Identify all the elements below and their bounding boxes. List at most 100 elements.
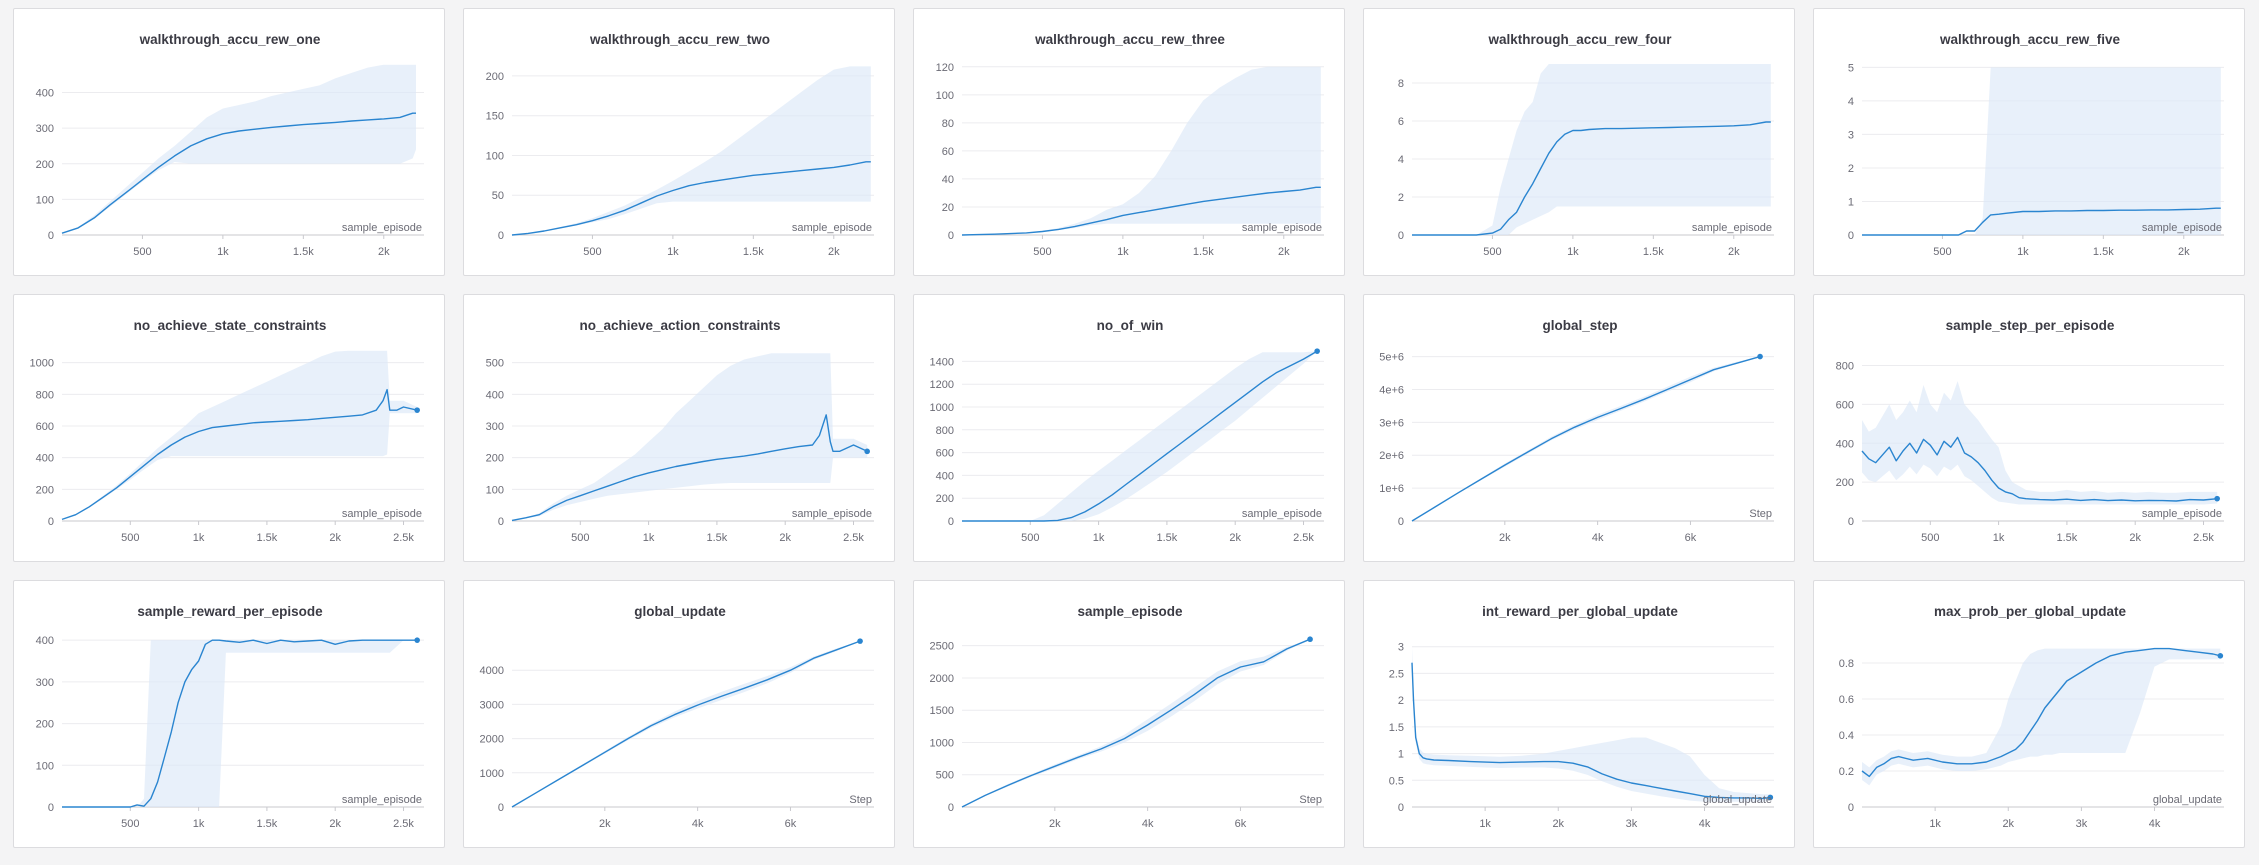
panel-no-of-win[interactable]: no_of_win 0 200 400 600 800 1000 1200 1400 500 1k 1… (913, 294, 1345, 562)
chart-title: global_step (1542, 318, 1617, 333)
panel-walkthrough-accu-rew-four[interactable]: walkthrough_accu_rew_four 0 2 4 6 8 500 1k 1.5k 2… (1363, 8, 1795, 276)
panel-walkthrough-accu-rew-five[interactable]: walkthrough_accu_rew_five 0 1 2 3 4 5 500 1k 1.5k… (1813, 8, 2245, 276)
series-end-point (1314, 348, 1320, 354)
confidence-band (962, 639, 1311, 807)
x-tick-label: 1k (193, 532, 205, 544)
y-tick-label: 4e+6 (1379, 384, 1404, 396)
x-tick-label: 2k (2129, 532, 2141, 544)
x-tick-label: 2k (599, 818, 611, 830)
chart-sample-reward-per-episode: sample_reward_per_episode 0 100 200 300 400 50… (36, 604, 424, 830)
y-tick-label: 200 (486, 453, 504, 465)
panel-global-step[interactable]: global_step 0 1e+6 2e+6 3e+6 4e+6 5e+6 2k 4k 6k St… (1363, 294, 1795, 562)
panel-sample-step-per-episode[interactable]: sample_step_per_episode 0 200 400 600 800 500 1… (1813, 294, 2245, 562)
y-tick-label: 0 (48, 802, 54, 814)
x-tick-label: 500 (583, 246, 601, 258)
x-tick-label: 500 (133, 246, 151, 258)
y-tick-label: 4 (1848, 96, 1854, 108)
panel-walkthrough-accu-rew-one[interactable]: walkthrough_accu_rew_one 0 100 200 300 400 500… (13, 8, 445, 276)
y-tick-label: 5 (1848, 62, 1854, 74)
y-tick-label: 60 (942, 146, 954, 158)
x-axis-label: sample_episode (1242, 508, 1322, 520)
panel-max-prob-per-global-update[interactable]: max_prob_per_global_update 0 0.2 0.4 0.6 0.8 1… (1813, 580, 2245, 848)
x-tick-label: 2k (828, 246, 840, 258)
y-tick-label: 0 (1398, 230, 1404, 242)
x-tick-label: 500 (121, 818, 139, 830)
y-tick-label: 300 (486, 421, 504, 433)
y-tick-label: 1000 (30, 358, 54, 370)
y-tick-label: 1000 (480, 768, 504, 780)
x-tick-label: 2k (1229, 532, 1241, 544)
y-tick-label: 0 (948, 230, 954, 242)
series-line (1862, 207, 2221, 236)
x-axis-label: sample_episode (1242, 222, 1322, 234)
x-tick-label: 1.5k (743, 246, 764, 258)
confidence-band (1412, 64, 1771, 235)
x-tick-label: 1k (1993, 532, 2005, 544)
y-tick-label: 600 (936, 448, 954, 460)
panel-global-update[interactable]: global_update 0 1000 2000 3000 4000 2k 4k 6k Step (463, 580, 895, 848)
series-line (511, 414, 868, 522)
y-tick-label: 1400 (930, 356, 954, 368)
x-tick-label: 2.5k (393, 818, 414, 830)
x-axis-label: Step (1749, 508, 1772, 520)
y-tick-label: 100 (36, 194, 54, 206)
confidence-band (62, 64, 416, 234)
x-tick-label: 500 (571, 532, 589, 544)
x-tick-label: 1.5k (2057, 532, 2078, 544)
x-tick-label: 1k (217, 246, 229, 258)
y-tick-label: 1.5 (1389, 722, 1404, 734)
y-tick-label: 0 (498, 802, 504, 814)
y-tick-label: 4 (1398, 154, 1404, 166)
confidence-band (1412, 356, 1761, 521)
chart-title: walkthrough_accu_rew_four (1487, 32, 1672, 47)
chart-sample-step-per-episode: sample_step_per_episode 0 200 400 600 800 500 1… (1836, 318, 2224, 544)
y-tick-label: 0 (948, 516, 954, 528)
y-tick-label: 3000 (480, 699, 504, 711)
y-tick-label: 0.8 (1839, 658, 1854, 670)
y-tick-label: 600 (36, 421, 54, 433)
y-tick-label: 50 (492, 190, 504, 202)
panel-sample-reward-per-episode[interactable]: sample_reward_per_episode 0 100 200 300 400 50… (13, 580, 445, 848)
chart-sample-episode: sample_episode 0 500 1000 1500 2000 2500 2k 4k 6k… (930, 604, 1324, 830)
x-tick-label: 1.5k (2093, 246, 2114, 258)
series-line (961, 186, 1321, 236)
y-tick-label: 2500 (930, 641, 954, 653)
panel-sample-episode[interactable]: sample_episode 0 500 1000 1500 2000 2500 2k 4k 6k… (913, 580, 1345, 848)
y-tick-label: 400 (486, 389, 504, 401)
panel-int-reward-per-global-update[interactable]: int_reward_per_global_update 0 0.5 1 1.5 2 2.5… (1363, 580, 1795, 848)
x-tick-label: 2k (1049, 818, 1061, 830)
y-tick-label: 40 (942, 174, 954, 186)
confidence-band (1862, 381, 2218, 505)
y-tick-label: 8 (1398, 78, 1404, 90)
y-tick-label: 100 (36, 760, 54, 772)
y-tick-label: 0 (1398, 516, 1404, 528)
series-end-point (2214, 495, 2220, 502)
x-tick-label: 1k (1567, 246, 1579, 258)
panel-walkthrough-accu-rew-three[interactable]: walkthrough_accu_rew_three 0 20 40 60 80 100 12… (913, 8, 1345, 276)
y-tick-label: 0 (498, 516, 504, 528)
y-tick-label: 300 (36, 677, 54, 689)
panel-walkthrough-accu-rew-two[interactable]: walkthrough_accu_rew_two 0 50 100 150 200 500 1… (463, 8, 895, 276)
x-axis-label: Step (1299, 794, 1322, 806)
confidence-band (1412, 646, 1771, 802)
x-tick-label: 6k (1685, 532, 1697, 544)
chart-title: walkthrough_accu_rew_three (1034, 32, 1225, 47)
x-tick-label: 2k (2002, 818, 2014, 830)
chart-walkthrough-accu-rew-five: walkthrough_accu_rew_five 0 1 2 3 4 5 500 1k 1.5k… (1848, 32, 2224, 258)
x-tick-label: 500 (1483, 246, 1501, 258)
panel-no-achieve-action-constraints[interactable]: no_achieve_action_constraints 0 100 200 300 4… (463, 294, 895, 562)
y-tick-label: 0 (498, 230, 504, 242)
x-tick-label: 4k (1592, 532, 1604, 544)
series-line (511, 161, 871, 236)
x-tick-label: 500 (1033, 246, 1051, 258)
confidence-band (962, 351, 1318, 521)
y-tick-label: 2000 (930, 673, 954, 685)
y-tick-label: 4000 (480, 665, 504, 677)
y-tick-label: 2 (1398, 192, 1404, 204)
panel-no-achieve-state-constraints[interactable]: no_achieve_state_constraints 0 200 400 600 80… (13, 294, 445, 562)
confidence-band (62, 640, 418, 807)
confidence-band (512, 353, 868, 521)
x-tick-label: 4k (1142, 818, 1154, 830)
series-line (961, 638, 1311, 808)
